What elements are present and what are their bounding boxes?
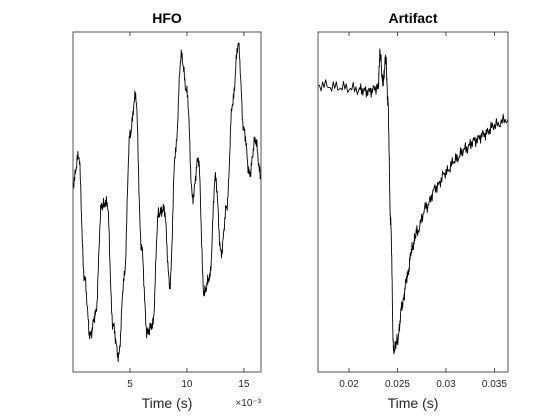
artifact-x-tick-label: 0.025 <box>385 379 410 390</box>
hfo-x-axis-label: Time (s) <box>142 395 193 411</box>
artifact-x-axis-label: Time (s) <box>388 395 439 411</box>
hfo-panel: 5 10 15 HFO Time (s) ×10⁻³ <box>73 10 262 411</box>
hfo-series-line <box>73 43 261 362</box>
hfo-x-tick-label: 15 <box>238 379 250 390</box>
artifact-title: Artifact <box>388 10 437 26</box>
hfo-title: HFO <box>152 10 182 26</box>
hfo-x-exponent-label: ×10⁻³ <box>235 398 261 409</box>
artifact-x-tick-label: 0.02 <box>339 379 359 390</box>
artifact-panel: 0.02 0.025 0.03 0.035 Artifact Time (s) <box>318 10 508 411</box>
hfo-x-tick-label: 5 <box>127 379 133 390</box>
artifact-x-tick-label: 0.035 <box>482 379 507 390</box>
artifact-x-tick-label: 0.03 <box>436 379 456 390</box>
artifact-series-line <box>318 49 508 354</box>
artifact-axes-frame <box>318 32 508 372</box>
hfo-x-tick-label: 10 <box>181 379 193 390</box>
hfo-axes-frame <box>73 32 261 372</box>
